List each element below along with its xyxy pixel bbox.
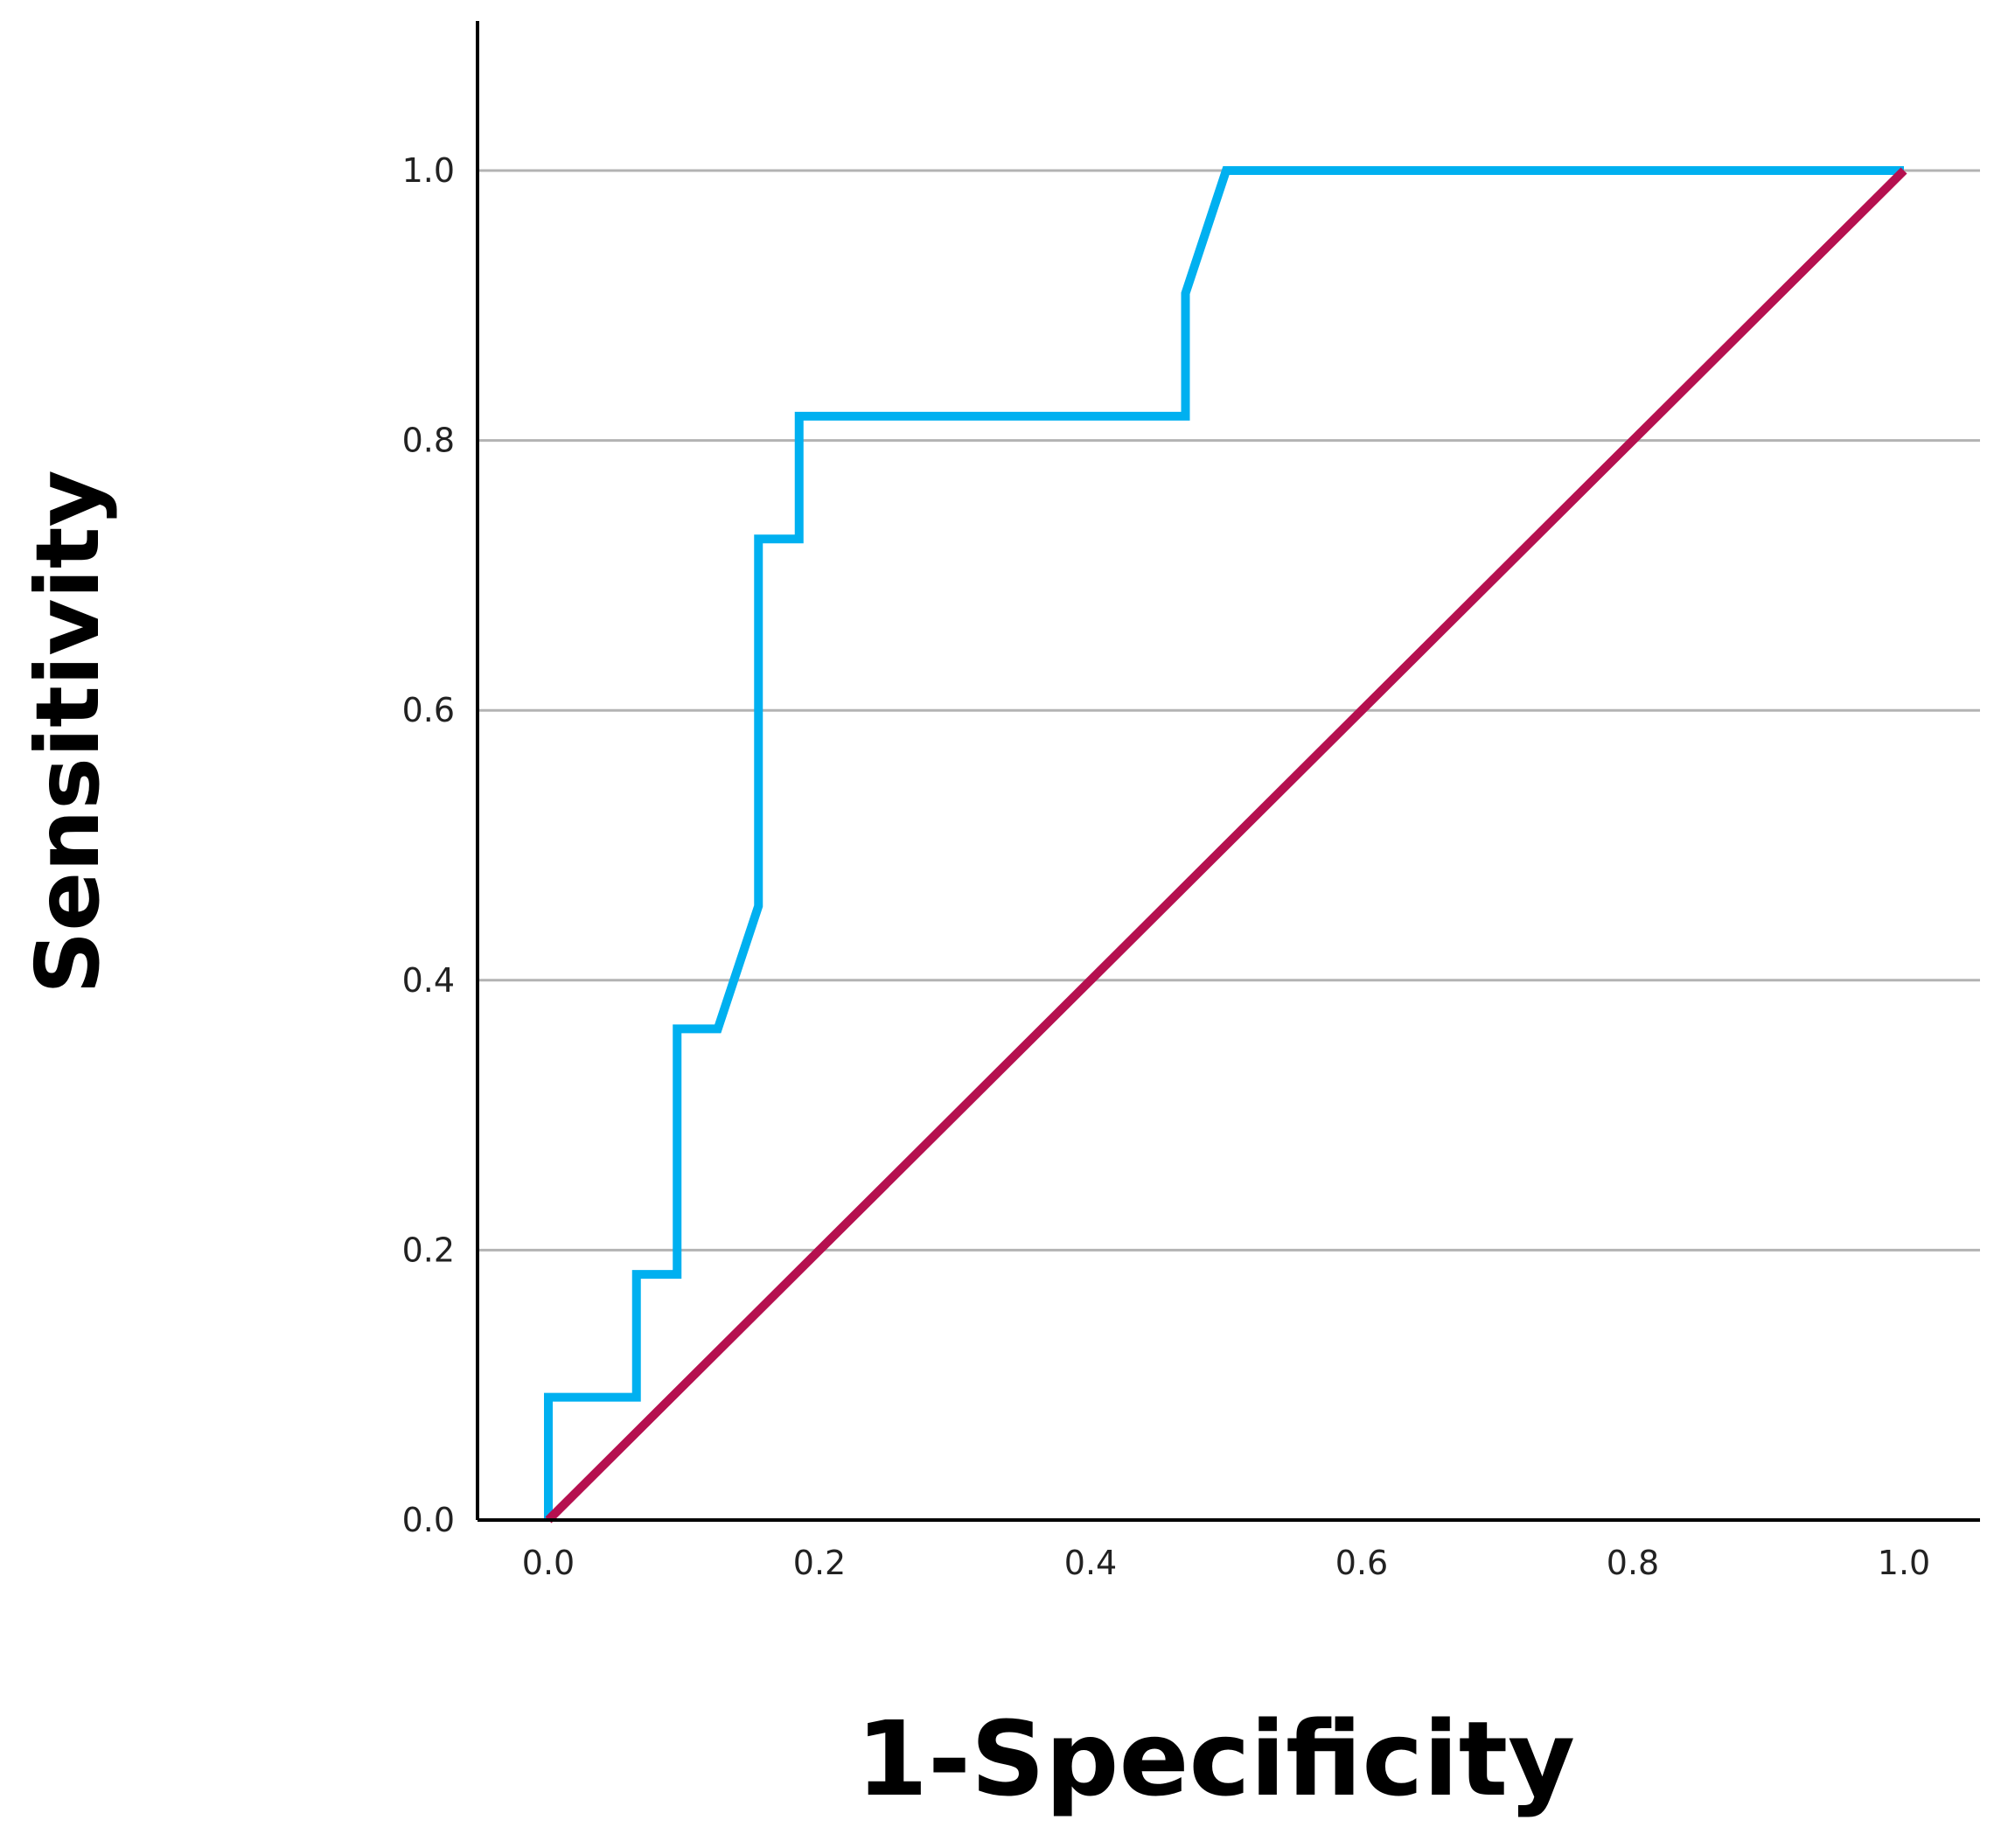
y-tick-label: 0.6 bbox=[402, 691, 455, 729]
x-tick-label: 0.0 bbox=[522, 1544, 575, 1582]
series-lines bbox=[544, 166, 1907, 1524]
y-tick-label: 0.2 bbox=[402, 1231, 455, 1269]
y-axis-title: Sensitivity bbox=[17, 470, 119, 994]
reference-diagonal-line bbox=[545, 167, 1907, 1524]
x-tick-label: 0.2 bbox=[793, 1544, 846, 1582]
tick-labels: 0.0 0.2 0.4 0.6 0.8 1.0 0.0 0.2 0.4 0.6 0.8 1.0 bbox=[402, 151, 1931, 1582]
axes bbox=[476, 21, 1980, 1522]
y-tick-label: 1.0 bbox=[402, 151, 455, 190]
x-tick-label: 0.4 bbox=[1064, 1544, 1117, 1582]
x-tick-label: 0.8 bbox=[1607, 1544, 1659, 1582]
x-tick-label: 0.6 bbox=[1335, 1544, 1388, 1582]
y-tick-label: 0.0 bbox=[402, 1501, 455, 1539]
y-tick-label: 0.4 bbox=[402, 961, 455, 1000]
y-tick-label: 0.8 bbox=[402, 422, 455, 460]
roc-curve-line bbox=[544, 166, 1904, 1520]
x-axis-title: 1-Specificity bbox=[856, 1698, 1575, 1819]
x-tick-label: 1.0 bbox=[1878, 1544, 1930, 1582]
